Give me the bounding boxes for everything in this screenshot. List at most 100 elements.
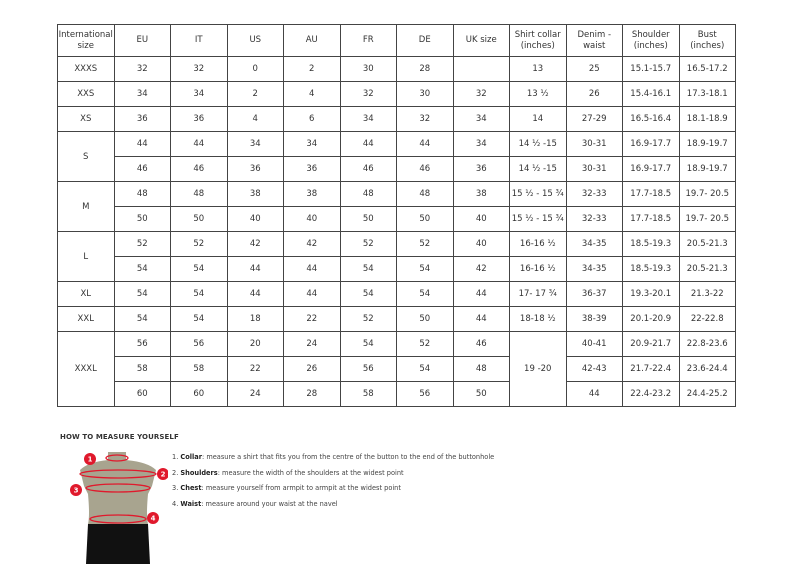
table-cell: 48	[452, 356, 510, 382]
table-cell	[452, 56, 510, 82]
table-cell: 34	[283, 131, 341, 157]
table-cell: 32	[452, 81, 510, 107]
table-cell: 36-37	[565, 281, 623, 307]
table-cell: 20	[226, 331, 284, 357]
measurement-figure: 1 2 3 4	[70, 452, 168, 564]
table-cell: 15 ½ - 15 ¾	[509, 181, 567, 207]
table-cell: 50	[170, 206, 228, 232]
column-header: Shirt collar (inches)	[509, 24, 567, 57]
table-cell: 21.7-22.4	[622, 356, 680, 382]
step-waist: 4. Waist: measure around your waist at t…	[172, 499, 338, 508]
table-cell: 34-35	[565, 256, 623, 282]
table-cell: 52	[339, 306, 397, 332]
table-cell: 54	[339, 331, 397, 357]
table-cell: 34	[170, 81, 228, 107]
table-cell: 22.8-23.6	[678, 331, 736, 357]
table-cell: 17- 17 ¾	[509, 281, 567, 307]
table-cell: 2	[226, 81, 284, 107]
table-cell: XXXL	[57, 331, 115, 407]
table-cell: 44	[226, 281, 284, 307]
table-cell: 22	[283, 306, 341, 332]
table-cell: 42-43	[565, 356, 623, 382]
shorts-shape	[86, 524, 150, 564]
table-cell: 16.5-17.2	[678, 56, 736, 82]
table-cell: 16.9-17.7	[622, 156, 680, 182]
table-cell: 32	[113, 56, 171, 82]
table-cell: 34	[339, 106, 397, 132]
table-row: 60 60 24 28 58 56 50 44 22.4-23.2 24.4-25.2	[58, 381, 736, 407]
table-cell: 40-41	[565, 331, 623, 357]
table-cell: 36	[170, 106, 228, 132]
table-cell: 19 -20	[509, 331, 567, 407]
table-cell: 40	[283, 206, 341, 232]
size-chart-table: International size EU IT US AU FR DE UK size Shi…	[57, 24, 736, 407]
table-cell: 52	[170, 231, 228, 257]
table-cell: 18.5-19.3	[622, 231, 680, 257]
table-cell: 46	[452, 331, 510, 357]
table-row: XL 54 54 44 44 54 54 44 17- 17 ¾ 36-37 19.3-20.1 21…	[57, 281, 736, 307]
table-cell: 56	[113, 331, 171, 357]
table-cell: 38-39	[565, 306, 623, 332]
table-cell: 48	[170, 181, 228, 207]
table-cell: 21.3-22	[678, 281, 736, 307]
table-cell: 46	[339, 156, 397, 182]
header-row: International size EU IT US AU FR DE UK size Shi…	[57, 24, 736, 57]
table-cell: 52	[113, 231, 171, 257]
table-cell: 34	[226, 131, 284, 157]
table-cell: 40	[226, 206, 284, 232]
table-cell: 56	[170, 331, 228, 357]
table-cell: 44	[170, 131, 228, 157]
table-cell: 48	[113, 181, 171, 207]
table-cell: 17.3-18.1	[678, 81, 736, 107]
table-row: XS 36 36 4 6 34 32 34 14 27-29 16.5-16.4 18.1-18.9	[57, 106, 736, 132]
table-cell: XXL	[57, 306, 115, 332]
table-cell: 54	[339, 256, 397, 282]
column-header: DE	[396, 24, 454, 57]
table-cell: 42	[283, 231, 341, 257]
marker-2: 2	[161, 471, 166, 479]
table-cell: 26	[283, 356, 341, 382]
column-header: AU	[283, 24, 341, 57]
table-cell: 52	[339, 231, 397, 257]
table-cell: 60	[170, 381, 228, 407]
table-cell: 38	[226, 181, 284, 207]
table-cell: XL	[57, 281, 115, 307]
table-cell: 18-18 ½	[509, 306, 567, 332]
table-cell: 36	[283, 156, 341, 182]
table-cell: L	[57, 231, 115, 282]
table-cell: 14 ½ -15	[509, 156, 567, 182]
table-cell: 19.7- 20.5	[678, 206, 736, 232]
table-cell: 28	[283, 381, 341, 407]
table-cell: XXS	[57, 81, 115, 107]
table-cell: 50	[339, 206, 397, 232]
marker-3: 3	[74, 487, 79, 495]
column-header: US	[226, 24, 284, 57]
table-cell: 36	[452, 156, 510, 182]
table-cell: 18.9-19.7	[678, 156, 736, 182]
table-cell: 20.5-21.3	[678, 256, 736, 282]
table-cell: 54	[396, 256, 454, 282]
table-cell: 32	[396, 106, 454, 132]
table-cell: 13	[509, 56, 567, 82]
table-cell: 34	[113, 81, 171, 107]
table-cell: 24.4-25.2	[678, 381, 736, 407]
column-header: Denim - waist	[565, 24, 623, 57]
table-cell: 32-33	[565, 206, 623, 232]
table-cell: 52	[396, 231, 454, 257]
table-cell: 16.5-16.4	[622, 106, 680, 132]
table-cell: 6	[283, 106, 341, 132]
table-cell: S	[57, 131, 115, 182]
table-cell: 2	[283, 56, 341, 82]
table-cell: 16.9-17.7	[622, 131, 680, 157]
table-cell: 18	[226, 306, 284, 332]
table-cell: 22	[226, 356, 284, 382]
table-cell: 18.9-19.7	[678, 131, 736, 157]
table-cell: 38	[283, 181, 341, 207]
table-cell: 44	[452, 281, 510, 307]
table-cell: 36	[113, 106, 171, 132]
table-cell: XS	[57, 106, 115, 132]
table-cell: 30	[396, 81, 454, 107]
how-to-measure-title: HOW TO MEASURE YOURSELF	[60, 433, 179, 441]
table-cell: 52	[396, 331, 454, 357]
table-cell: 60	[113, 381, 171, 407]
